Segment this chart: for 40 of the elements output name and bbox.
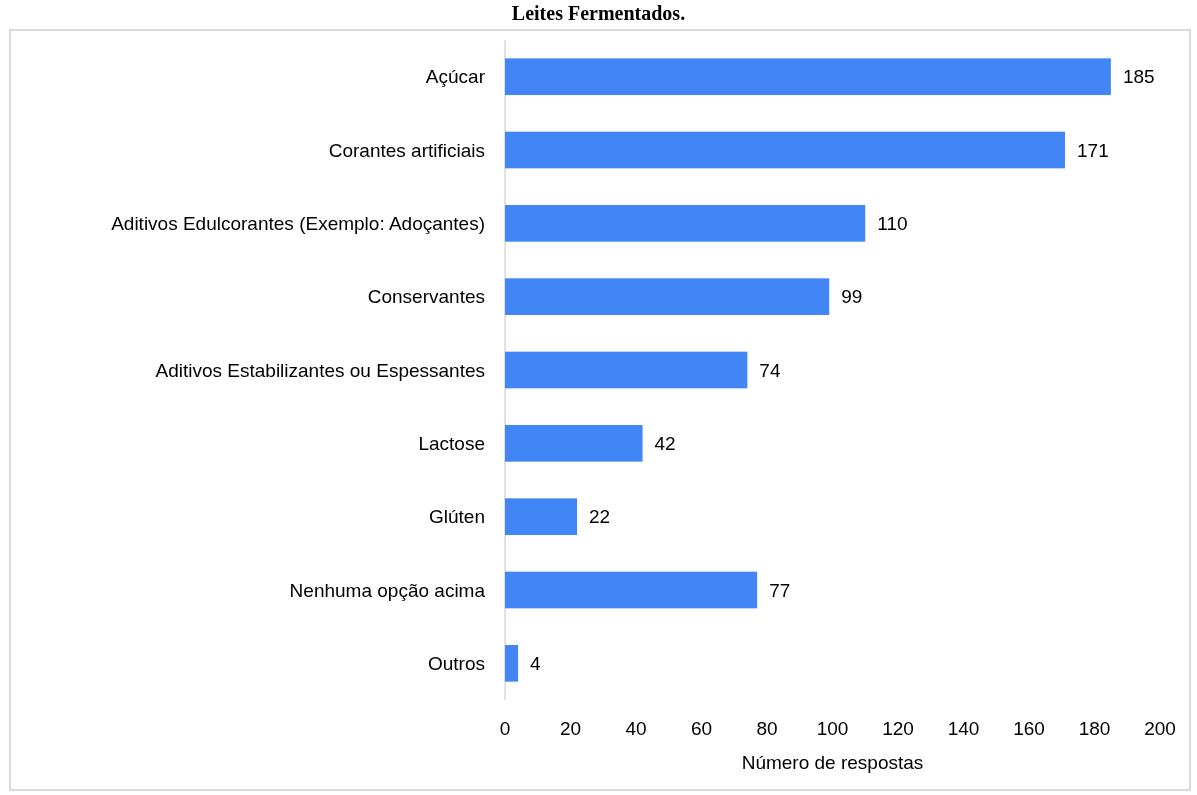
data-label: 185 xyxy=(1122,66,1155,88)
x-tick-label: 100 xyxy=(816,717,849,739)
y-tick-label: Lactose xyxy=(418,432,485,454)
x-tick-label: 160 xyxy=(1013,717,1045,739)
x-tick-label: 200 xyxy=(1144,717,1176,739)
y-tick-label: Glúten xyxy=(429,506,485,528)
bar xyxy=(505,58,1111,95)
x-tick-label: 20 xyxy=(559,717,582,739)
data-label: 4 xyxy=(530,652,542,674)
x-tick-label: 180 xyxy=(1078,717,1111,739)
x-tick-label: 0 xyxy=(499,717,511,739)
bar xyxy=(505,425,643,462)
data-label: 99 xyxy=(841,286,863,308)
y-tick-label: Outros xyxy=(427,652,485,674)
data-label: 74 xyxy=(759,359,781,381)
chart-title: Leites Fermentados. xyxy=(511,2,686,24)
x-tick-label: 40 xyxy=(625,717,647,739)
bar xyxy=(505,351,748,389)
data-label: 77 xyxy=(769,579,791,601)
bar xyxy=(505,205,866,242)
x-axis-title: Número de respostas xyxy=(741,751,924,773)
x-tick-label: 120 xyxy=(882,717,914,739)
bar xyxy=(505,131,1066,169)
y-tick-label: Açúcar xyxy=(425,66,486,88)
y-tick-label: Aditivos Estabilizantes ou Espessantes xyxy=(155,359,485,381)
x-tick-label: 60 xyxy=(690,717,713,739)
data-label: 42 xyxy=(654,432,676,454)
y-tick-label: Aditivos Edulcorantes (Exemplo: Adoçantes) xyxy=(111,212,485,234)
data-label: 110 xyxy=(877,212,908,234)
bar xyxy=(505,571,758,609)
x-tick-label: 140 xyxy=(947,717,980,739)
y-tick-label: Nenhuma opção acima xyxy=(289,579,486,601)
data-label: 171 xyxy=(1077,139,1109,161)
bar xyxy=(505,645,519,682)
data-label: 22 xyxy=(589,506,611,528)
bar xyxy=(505,498,578,535)
bar xyxy=(505,278,830,315)
x-tick-label: 80 xyxy=(756,717,778,739)
y-tick-label: Corantes artificiais xyxy=(328,139,485,161)
y-tick-label: Conservantes xyxy=(367,286,485,308)
